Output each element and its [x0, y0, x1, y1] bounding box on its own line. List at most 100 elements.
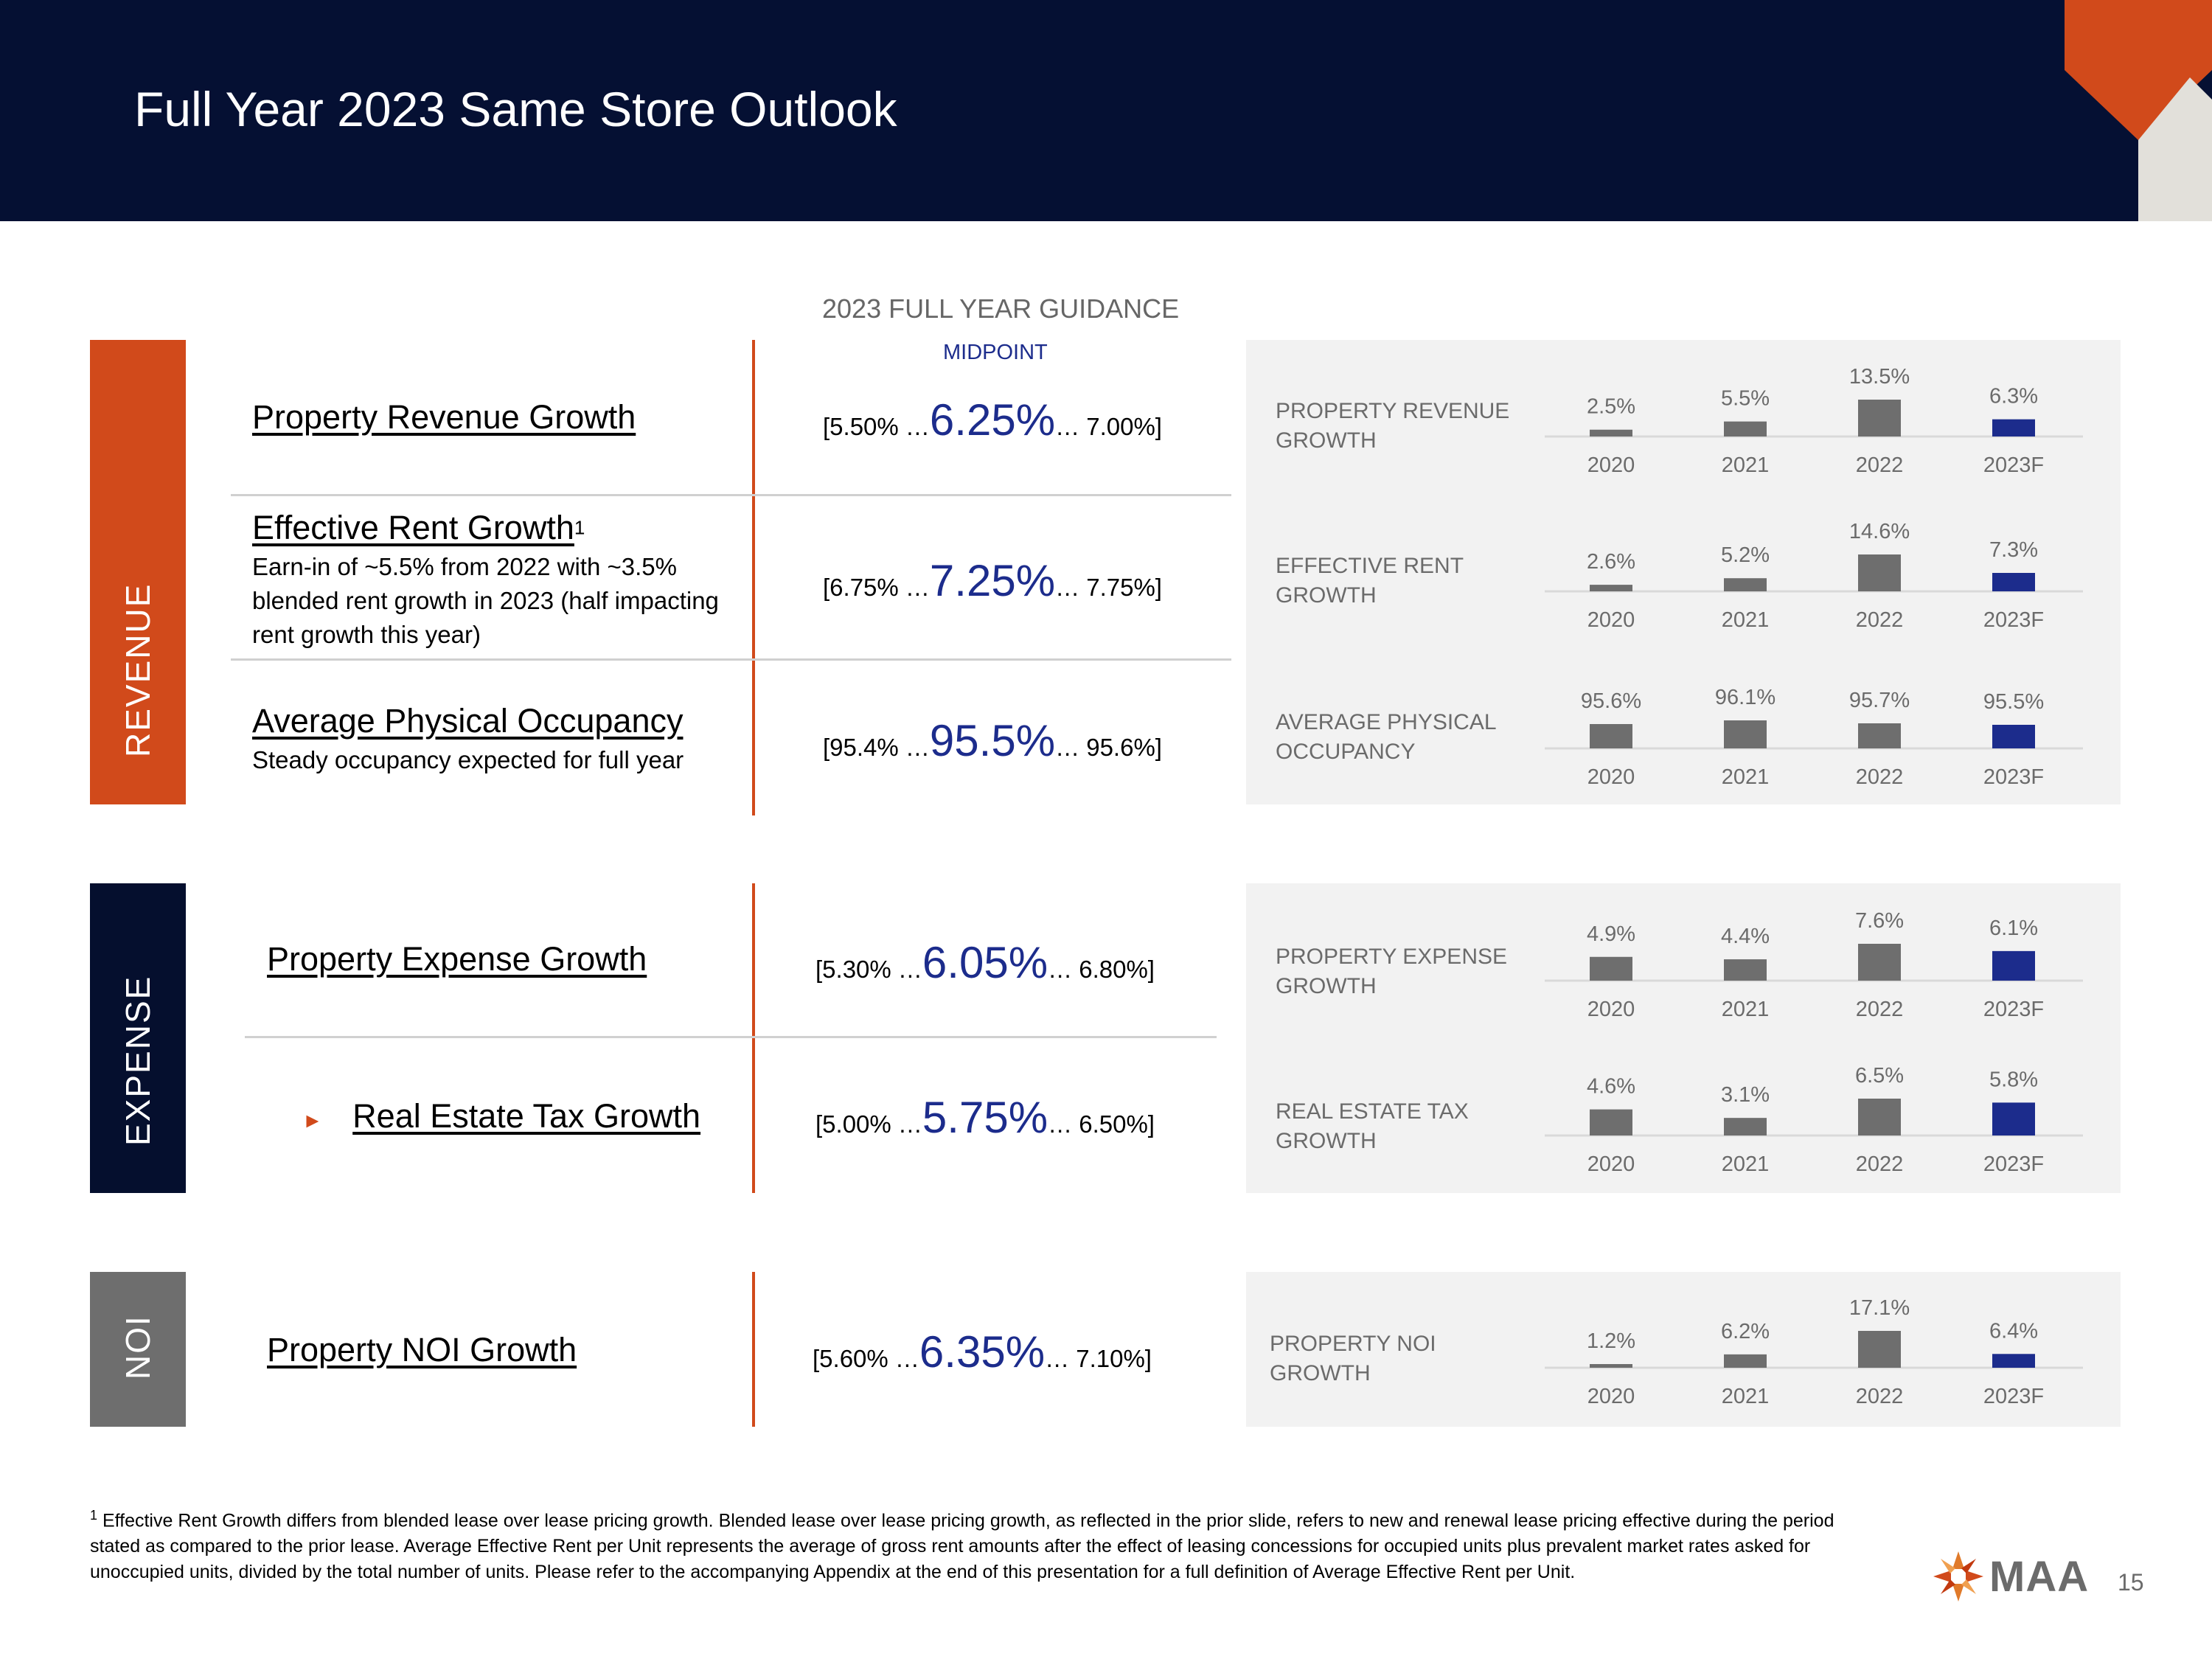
occupancy-chart: 95.6% 2020 96.1% 2021 95.7% 2022 95.5% 2023F — [1545, 686, 2083, 789]
chart-category-label: 2023F — [1983, 765, 2044, 789]
chart-bar — [1858, 944, 1901, 981]
chart-data-label: 6.1% — [1989, 917, 2038, 940]
footnote-ref: 1 — [574, 516, 585, 539]
chart-data-label: 96.1% — [1715, 686, 1775, 709]
chart-data-label: 95.7% — [1849, 689, 1910, 712]
expense-separator — [752, 883, 755, 1193]
chart-data-label: 6.5% — [1855, 1064, 1904, 1088]
chart-bar — [1590, 585, 1632, 591]
chart-data-label: 6.3% — [1989, 385, 2038, 408]
guidance-low: [5.00% … — [815, 1110, 922, 1138]
header-bar — [0, 0, 2212, 221]
chart-bar — [1858, 1331, 1901, 1368]
chart-category-label: 2021 — [1722, 1152, 1770, 1176]
guidance-low: [5.60% … — [813, 1345, 919, 1372]
chart-label: PROPERTY REVENUE GROWTH — [1276, 399, 1510, 453]
effective-rent-chart: 2.6% 2020 5.2% 2021 14.6% 2022 7.3% 2023F — [1545, 520, 2083, 632]
chart-category-label: 2020 — [1587, 1152, 1635, 1176]
chart-data-label: 6.2% — [1721, 1320, 1770, 1343]
chart-category-label: 2021 — [1722, 1385, 1770, 1408]
guidance-midpoint: 95.5% — [929, 716, 1056, 765]
metric-property-revenue-growth: Property Revenue Growth — [252, 398, 636, 437]
re-tax-growth-chart: 4.6% 2020 3.1% 2021 6.5% 2022 5.8% 2023F — [1545, 1064, 2083, 1176]
chart-category-label: 2023F — [1983, 608, 2044, 632]
chart-data-label: 4.9% — [1587, 922, 1635, 946]
chart-bar — [1858, 400, 1901, 437]
chart-category-label: 2021 — [1722, 453, 1770, 477]
guidance-low: [95.4% … — [823, 734, 930, 761]
chart-bar — [1590, 724, 1632, 748]
chart-category-label: 2021 — [1722, 608, 1770, 632]
metric-effective-rent-growth: Effective Rent Growth1 Earn-in of ~5.5% … — [252, 509, 724, 652]
guidance-midpoint: 6.35% — [919, 1327, 1046, 1377]
guidance-midpoint: 6.05% — [922, 938, 1048, 987]
guidance-high: … 7.75%] — [1055, 574, 1162, 601]
chart-data-label: 4.4% — [1721, 925, 1770, 948]
metric-description: Steady occupancy expected for full year — [252, 746, 684, 773]
guidance-high: … 95.6%] — [1055, 734, 1162, 761]
metric-title: Effective Rent Growth — [252, 509, 574, 546]
maa-star-icon — [1933, 1551, 1983, 1601]
chart-category-label: 2023F — [1983, 1152, 2044, 1176]
chart-bar — [1590, 429, 1632, 437]
chart-bar — [1590, 1364, 1632, 1368]
chart-bar — [1992, 725, 2035, 748]
corner-logo-graphic — [1991, 0, 2212, 221]
chart-data-label: 7.3% — [1989, 538, 2038, 562]
noi-band: NOI — [90, 1272, 186, 1427]
chart-data-label: 5.8% — [1989, 1068, 2038, 1091]
metric-title: Property Revenue Growth — [252, 398, 636, 436]
metric-property-expense-growth: Property Expense Growth — [267, 940, 647, 978]
noi-separator — [752, 1272, 755, 1427]
metric-title: Property Expense Growth — [267, 940, 647, 978]
expense-charts-panel — [1246, 883, 2121, 1193]
divider — [231, 494, 1231, 496]
guidance-low: [5.50% … — [823, 413, 930, 440]
chart-bar — [1992, 1102, 2035, 1135]
midpoint-heading: MIDPOINT — [943, 341, 1048, 364]
chart-data-label: 3.1% — [1721, 1083, 1770, 1107]
chart-category-label: 2021 — [1722, 998, 1770, 1021]
chart-category-label: 2022 — [1856, 1385, 1904, 1408]
revenue-band-label: REVENUE — [119, 582, 157, 757]
chart-data-label: 95.5% — [1983, 690, 2044, 714]
chart-category-label: 2020 — [1587, 1385, 1635, 1408]
maa-logo: MAA — [1932, 1550, 2089, 1603]
guidance-range: [5.60% …6.35%… 7.10%] — [813, 1326, 1152, 1377]
expense-band: EXPENSE — [90, 883, 186, 1193]
chart-bar — [1858, 1099, 1901, 1135]
chart-data-label: 4.6% — [1587, 1075, 1635, 1099]
chart-label: PROPERTY NOI GROWTH — [1270, 1332, 1436, 1385]
metric-real-estate-tax-growth: ► Real Estate Tax Growth — [302, 1097, 700, 1135]
revenue-separator — [752, 340, 755, 815]
metric-title: Real Estate Tax Growth — [352, 1097, 701, 1135]
chart-category-label: 2020 — [1587, 765, 1635, 789]
chart-data-label: 5.2% — [1721, 543, 1770, 567]
chart-data-label: 5.5% — [1721, 387, 1770, 411]
guidance-midpoint: 6.25% — [929, 395, 1056, 445]
footnote: 1 Effective Rent Growth differs from ble… — [90, 1503, 1889, 1585]
chart-category-label: 2023F — [1983, 998, 2044, 1021]
expense-band-label: EXPENSE — [119, 975, 157, 1146]
guidance-range: [5.30% …6.05%… 6.80%] — [815, 937, 1155, 988]
chart-category-label: 2022 — [1856, 608, 1904, 632]
footnote-text: Effective Rent Growth differs from blend… — [90, 1510, 1834, 1583]
chart-bar — [1858, 723, 1901, 748]
chart-bar — [1590, 956, 1632, 981]
chart-data-label: 7.6% — [1855, 909, 1904, 933]
divider — [231, 658, 1231, 661]
noi-growth-chart: 1.2% 2020 6.2% 2021 17.1% 2022 6.4% 2023F — [1545, 1296, 2083, 1408]
chart-bar — [1724, 1118, 1767, 1135]
guidance-high: … 7.00%] — [1055, 413, 1162, 440]
chart-bar — [1858, 554, 1901, 591]
maa-logo-text: MAA — [1989, 1552, 2090, 1601]
chart-category-label: 2022 — [1856, 998, 1904, 1021]
chart-bar — [1724, 421, 1767, 437]
guidance-midpoint: 7.25% — [929, 556, 1056, 605]
revenue-charts-panel — [1246, 340, 2121, 804]
chart-category-label: 2020 — [1587, 608, 1635, 632]
chart-category-label: 2021 — [1722, 765, 1770, 789]
guidance-range: [5.50% …6.25%… 7.00%] — [823, 394, 1162, 445]
chart-label: EFFECTIVE RENT GROWTH — [1276, 554, 1464, 608]
guidance-range: [6.75% …7.25%… 7.75%] — [823, 555, 1162, 606]
